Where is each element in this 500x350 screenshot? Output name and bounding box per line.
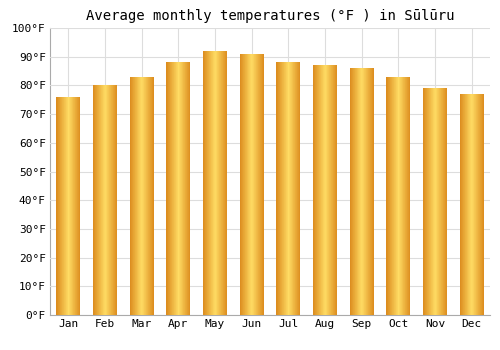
Title: Average monthly temperatures (°F ) in Sūlūru: Average monthly temperatures (°F ) in Sū… [86, 9, 454, 23]
